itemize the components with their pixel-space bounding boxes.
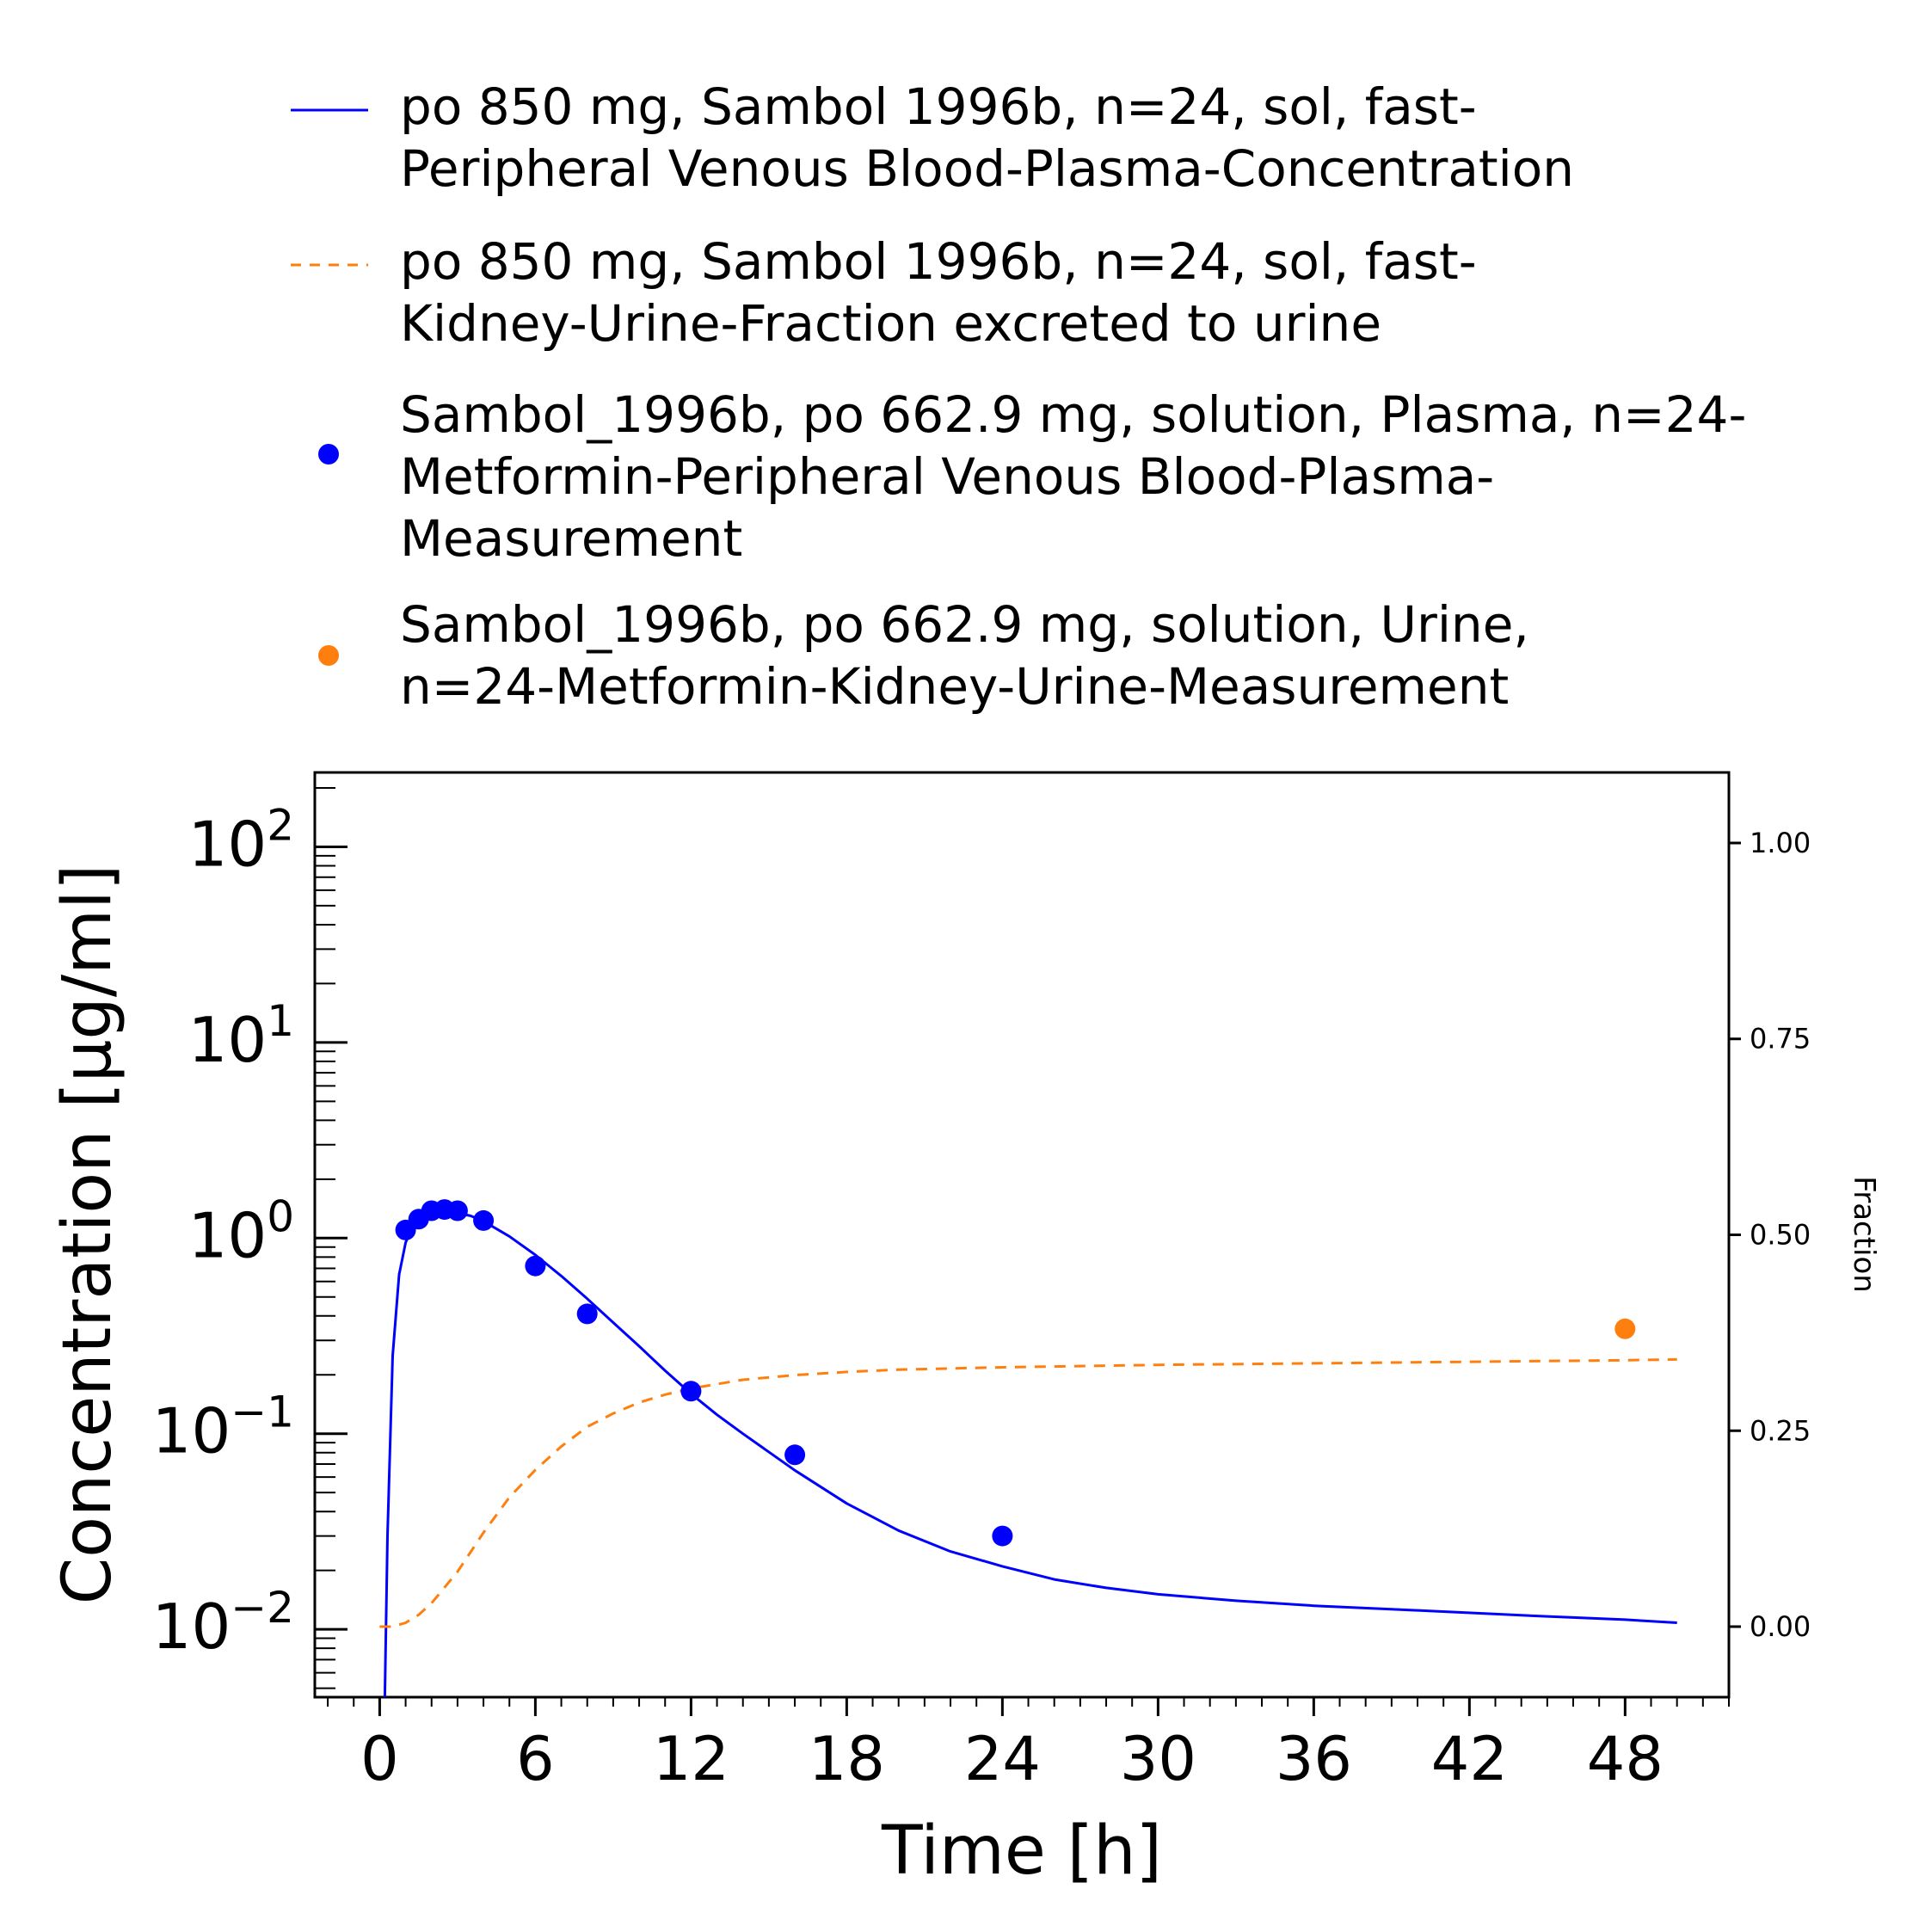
legend: po 850 mg, Sambol 1996b, n=24, sol, fast…	[0, 0, 1925, 740]
series-2-point	[680, 1381, 702, 1402]
legend-label: po 850 mg, Sambol 1996b, n=24, sol, fast…	[400, 232, 1477, 353]
legend-label: Sambol_1996b, po 662.9 mg, solution, Uri…	[400, 595, 1529, 716]
x-tick-label: 30	[1120, 1724, 1196, 1794]
plot-area-frame	[313, 771, 1731, 1699]
x-tick-label: 48	[1587, 1724, 1664, 1794]
series-1-line	[379, 1357, 1677, 1628]
legend-dashed-line-marker	[291, 263, 368, 267]
axis-ticks: 0 6 12 18 24 30 36 42 48 10−2 10−1 100 101 102 0.00 0.2…	[152, 787, 1811, 1794]
y-left-tick-label: 102	[188, 800, 294, 880]
y-right-tick-label: 1.00	[1750, 827, 1811, 859]
y-right-tick-label: 0.00	[1750, 1610, 1811, 1643]
series-2-point	[446, 1200, 468, 1221]
series-layer	[379, 1199, 1677, 1697]
x-tick-label: 36	[1276, 1724, 1352, 1794]
y-right-tick-label: 0.50	[1750, 1219, 1811, 1252]
x-axis-label: Time [h]	[881, 1812, 1162, 1890]
series-2-point	[473, 1209, 495, 1231]
x-tick-label: 0	[360, 1724, 399, 1794]
series-0-line	[383, 1211, 1677, 1697]
x-tick-label: 24	[964, 1724, 1041, 1794]
series-2-point	[576, 1303, 598, 1325]
y-left-tick-label: 10−1	[152, 1387, 294, 1467]
y-axis-label-left: Concentration [µg/ml]	[49, 864, 126, 1605]
x-tick-label: 18	[809, 1724, 885, 1794]
x-tick-label: 6	[516, 1724, 555, 1794]
x-tick-label: 12	[653, 1724, 729, 1794]
y-right-tick-label: 0.75	[1750, 1023, 1811, 1055]
y-axis-label-right: Fraction	[1847, 1176, 1881, 1293]
series-2-point	[784, 1444, 806, 1466]
series-2-point	[992, 1525, 1013, 1547]
x-tick-label: 42	[1431, 1724, 1508, 1794]
legend-dot-marker	[318, 645, 339, 666]
legend-dot-marker	[318, 444, 339, 465]
y-left-tick-label: 100	[188, 1191, 294, 1271]
y-left-tick-label: 10−2	[152, 1583, 294, 1663]
series-3-point	[1614, 1318, 1636, 1339]
legend-label: Sambol_1996b, po 662.9 mg, solution, Pla…	[400, 385, 1747, 568]
y-right-tick-label: 0.25	[1750, 1414, 1811, 1447]
y-left-tick-label: 101	[188, 996, 294, 1076]
legend-label: po 850 mg, Sambol 1996b, n=24, sol, fast…	[400, 77, 1575, 198]
legend-solid-line-marker	[291, 108, 368, 112]
series-2-point	[525, 1255, 546, 1277]
